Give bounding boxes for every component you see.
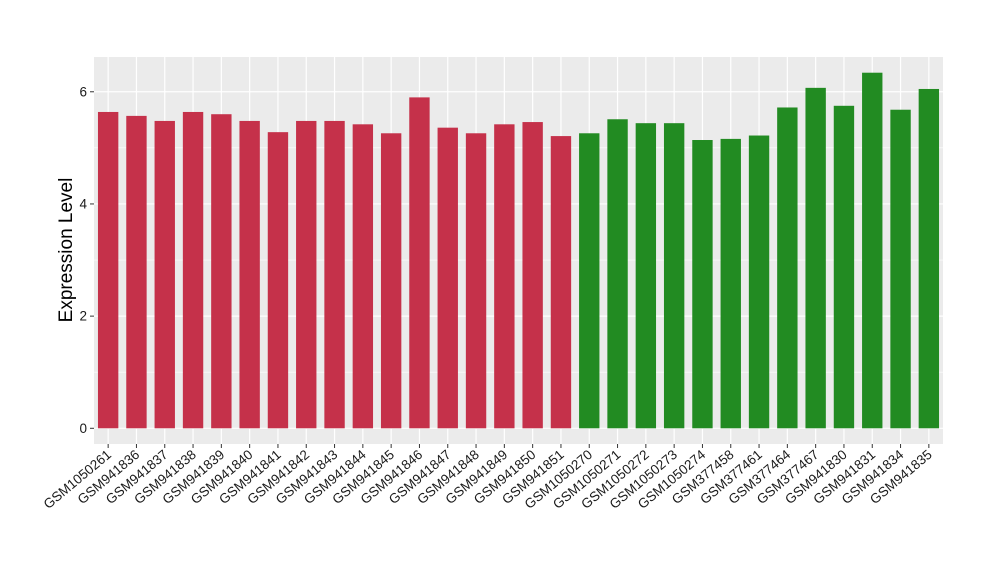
bar-GSM941842 xyxy=(296,120,317,429)
bar-GSM941837 xyxy=(154,120,175,429)
bar-GSM941836 xyxy=(126,115,147,429)
bar-GSM941838 xyxy=(182,111,204,429)
y-axis: 0 2 4 6 xyxy=(79,84,94,436)
bar-GSM941850 xyxy=(522,122,543,429)
bar-GSM941844 xyxy=(352,124,374,429)
bar-GSM941848 xyxy=(465,133,487,429)
minor-gridlines xyxy=(94,147,943,373)
bar-GSM1050271 xyxy=(607,119,628,429)
y-tick-label: 0 xyxy=(79,421,87,436)
bar-GSM941831 xyxy=(862,72,883,429)
bar-GSM377461 xyxy=(748,135,770,429)
bar-GSM941835 xyxy=(918,88,940,429)
bar-GSM941851 xyxy=(550,136,572,429)
bar-GSM941846 xyxy=(409,97,430,429)
bar-GSM1050270 xyxy=(579,133,600,429)
bar-GSM1050273 xyxy=(663,123,685,429)
bar-GSM941840 xyxy=(239,120,260,429)
bar-GSM1050274 xyxy=(692,140,713,429)
bar-GSM941847 xyxy=(437,127,458,429)
bar-GSM1050272 xyxy=(635,123,657,429)
x-axis: GSM1050261GSM941836GSM941837GSM941838GSM… xyxy=(41,444,935,512)
bar-GSM377467 xyxy=(805,87,826,429)
plot-panel xyxy=(94,57,943,444)
bar-GSM941830 xyxy=(833,105,855,429)
bar-GSM1050261 xyxy=(97,111,119,429)
bar-GSM941845 xyxy=(380,133,402,429)
bar-GSM941839 xyxy=(211,114,232,429)
bar-GSM377464 xyxy=(777,107,798,429)
y-tick-label: 2 xyxy=(79,309,87,324)
bar-GSM377458 xyxy=(720,138,741,429)
bar-GSM941843 xyxy=(324,120,345,429)
bar-GSM941834 xyxy=(890,109,911,429)
y-tick-label: 6 xyxy=(79,84,87,99)
y-tick-label: 4 xyxy=(79,196,87,211)
bar-GSM941841 xyxy=(267,132,289,429)
y-axis-title: Expression Level xyxy=(56,178,77,323)
bars xyxy=(97,72,940,429)
bar-GSM941849 xyxy=(494,124,515,429)
